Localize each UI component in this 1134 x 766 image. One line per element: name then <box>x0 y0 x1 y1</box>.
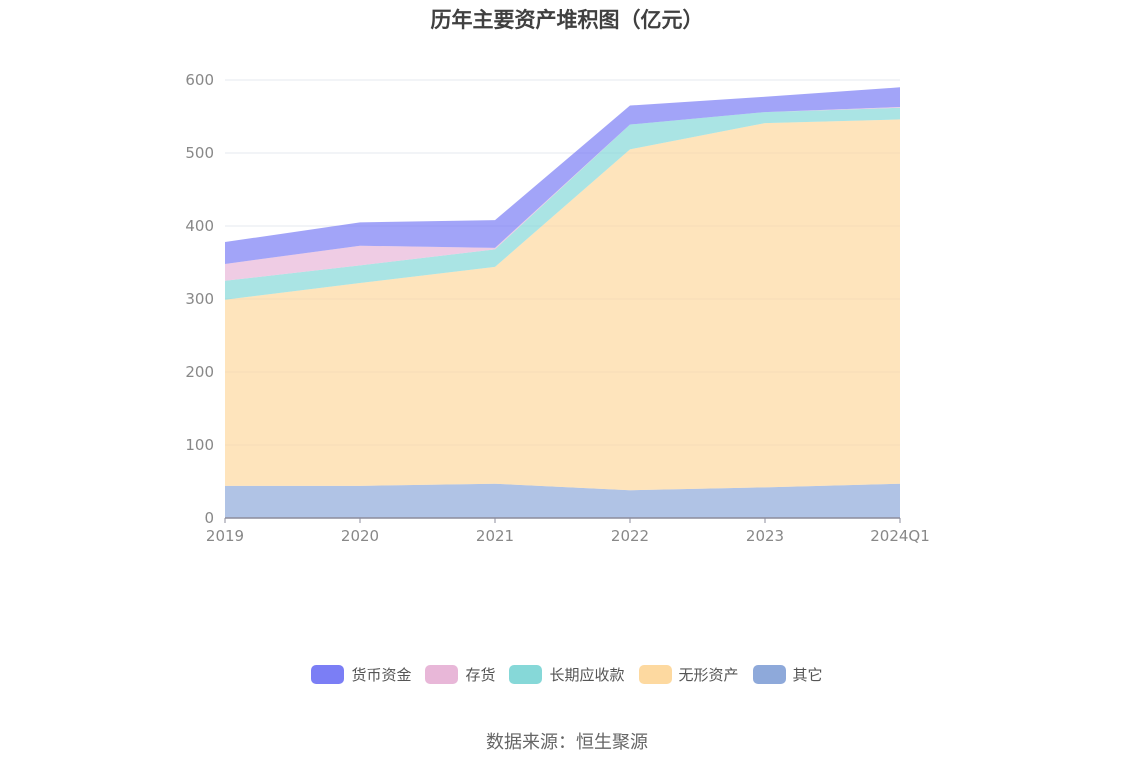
y-tick-label: 100 <box>185 436 214 454</box>
y-tick-label: 300 <box>185 290 214 308</box>
legend-item[interactable]: 存货 <box>425 664 495 685</box>
y-tick-label: 0 <box>204 509 214 527</box>
x-tick-label: 2019 <box>206 527 244 545</box>
y-axis-ticks: 0 100 200 300 400 500 600 <box>185 71 214 527</box>
x-tick-label: 2022 <box>611 527 649 545</box>
area-series-1 <box>225 119 900 491</box>
legend-label: 无形资产 <box>678 666 739 684</box>
y-tick-label: 200 <box>185 363 214 381</box>
legend-swatch <box>638 665 672 684</box>
chart-title: 历年主要资产堆积图（亿元） <box>430 8 704 32</box>
area-series-4 <box>225 87 900 264</box>
area-series-3 <box>225 107 900 281</box>
legend-item[interactable]: 货币资金 <box>311 664 411 685</box>
legend-label: 长期应收款 <box>549 666 625 684</box>
y-tick-label: 400 <box>185 217 214 235</box>
legend: 货币资金 存货 长期应收款 无形资产 其它 <box>0 664 1134 685</box>
legend-swatch <box>509 665 543 684</box>
source-note: 数据来源：恒生聚源 <box>486 732 648 753</box>
x-tick-label: 2020 <box>341 527 379 545</box>
legend-label: 存货 <box>465 666 496 684</box>
legend-swatch <box>752 665 786 684</box>
stacked-area-chart: 0 100 200 300 400 500 600 2019 2020 2021 2022 2023… <box>185 71 930 545</box>
y-tick-label: 500 <box>185 144 214 162</box>
area-series-2 <box>225 107 900 300</box>
area-series <box>225 87 900 518</box>
area-series-0 <box>225 483 900 518</box>
legend-swatch <box>425 665 459 684</box>
legend-label: 货币资金 <box>351 666 412 684</box>
x-axis-ticks: 2019 2020 2021 2022 2023 2024Q1 <box>206 518 930 545</box>
x-tick-label: 2024Q1 <box>870 527 930 545</box>
legend-item[interactable]: 长期应收款 <box>509 664 625 685</box>
y-tick-label: 600 <box>185 71 214 89</box>
x-tick-label: 2021 <box>476 527 514 545</box>
x-tick-label: 2023 <box>746 527 784 545</box>
legend-item[interactable]: 无形资产 <box>638 664 739 685</box>
legend-item[interactable]: 其它 <box>752 664 823 685</box>
legend-label: 其它 <box>792 666 823 684</box>
legend-swatch <box>311 665 345 684</box>
